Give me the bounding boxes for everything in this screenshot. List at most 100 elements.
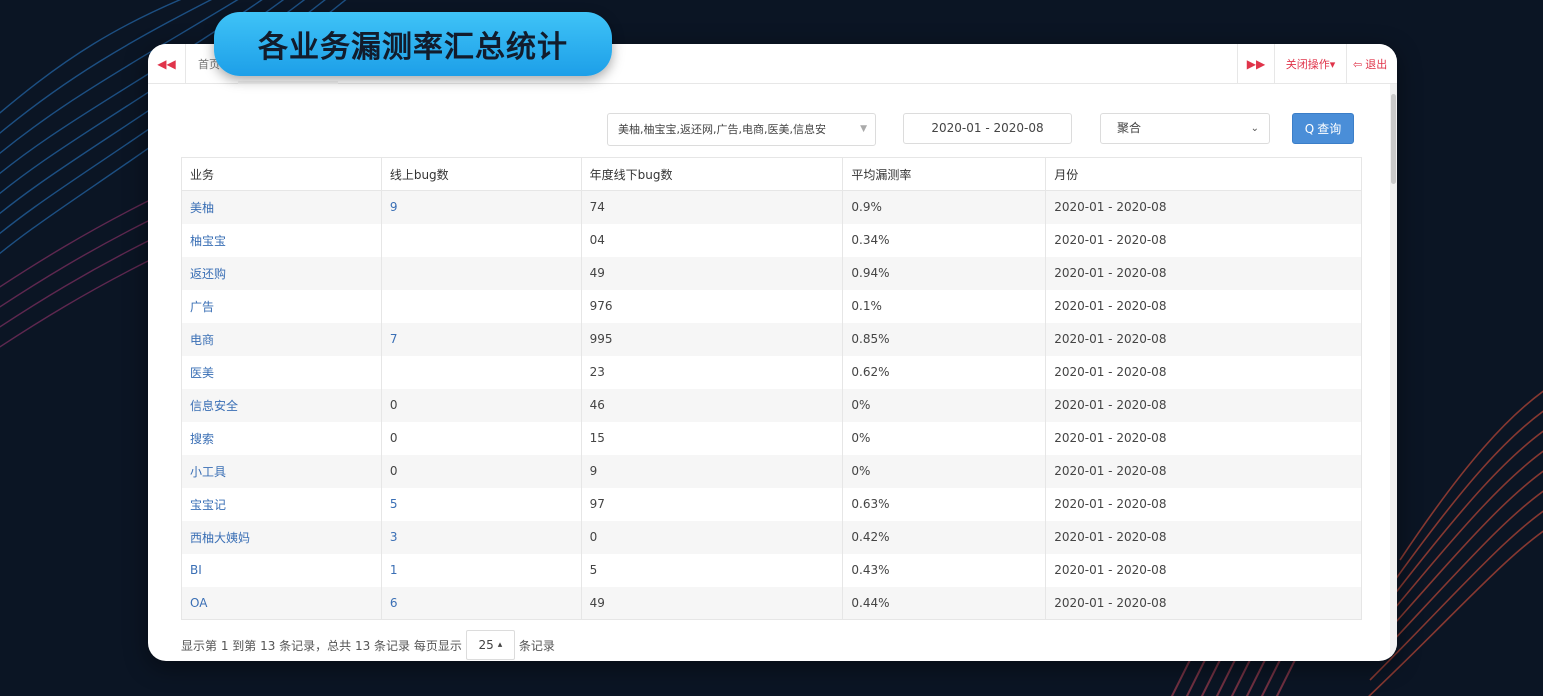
page-size-value: 25 [478, 638, 494, 652]
scroll-tabs-right-button[interactable]: ▶▶ [1237, 44, 1274, 84]
business-link[interactable]: 搜索 [181, 421, 382, 455]
avg-leakage-rate: 0.1% [842, 289, 1047, 323]
avg-leakage-rate: 0.42% [842, 520, 1047, 554]
offline-bug-count: 49 [581, 586, 844, 620]
business-link[interactable]: 西柚大姨妈 [181, 520, 382, 554]
online-bug-count[interactable]: 1 [381, 553, 582, 587]
month-range: 2020-01 - 2020-08 [1045, 223, 1362, 257]
month-range: 2020-01 - 2020-08 [1045, 520, 1362, 554]
search-icon: Q [1304, 121, 1315, 136]
month-range: 2020-01 - 2020-08 [1045, 553, 1362, 587]
table-row: 电商 7 995 0.85% 2020-01 - 2020-08 [181, 322, 1362, 356]
online-bug-count[interactable] [381, 256, 582, 290]
online-bug-count[interactable]: 5 [381, 487, 582, 521]
offline-bug-count: 976 [581, 289, 844, 323]
query-button-label: 查询 [1317, 122, 1342, 136]
date-range-value: 2020-01 - 2020-08 [931, 121, 1044, 135]
column-header-business[interactable]: 业务 [181, 157, 382, 191]
business-link[interactable]: 美柚 [181, 190, 382, 224]
online-bug-count[interactable]: 7 [381, 322, 582, 356]
business-link[interactable]: 宝宝记 [181, 487, 382, 521]
offline-bug-count: 04 [581, 223, 844, 257]
month-range: 2020-01 - 2020-08 [1045, 289, 1362, 323]
offline-bug-count: 5 [581, 553, 844, 587]
offline-bug-count: 9 [581, 454, 844, 488]
online-bug-count[interactable] [381, 289, 582, 323]
online-bug-count[interactable]: 3 [381, 520, 582, 554]
online-bug-count[interactable]: 0 [381, 388, 582, 422]
table-body: 美柚 9 74 0.9% 2020-01 - 2020-08 柚宝宝 04 0.34% 2020… [181, 190, 1362, 620]
business-link[interactable]: BI [181, 553, 382, 587]
avg-leakage-rate: 0% [842, 454, 1047, 488]
avg-leakage-rate: 0.62% [842, 355, 1047, 389]
scroll-tabs-left-button[interactable]: ◀◀ [148, 44, 186, 84]
business-link[interactable]: 电商 [181, 322, 382, 356]
month-range: 2020-01 - 2020-08 [1045, 421, 1362, 455]
online-bug-count[interactable]: 6 [381, 586, 582, 620]
month-range: 2020-01 - 2020-08 [1045, 256, 1362, 290]
offline-bug-count: 0 [581, 520, 844, 554]
avg-leakage-rate: 0% [842, 388, 1047, 422]
vertical-scrollbar[interactable] [1390, 84, 1397, 661]
offline-bug-count: 15 [581, 421, 844, 455]
query-button[interactable]: Q 查询 [1292, 113, 1354, 144]
leakage-rate-table: 业务 线上bug数 年度线下bug数 平均漏测率 月份 美柚 9 74 0.9% 202… [181, 157, 1362, 620]
pagination-suffix: 条记录 [518, 638, 555, 653]
table-row: 返还购 49 0.94% 2020-01 - 2020-08 [181, 256, 1362, 290]
online-bug-count[interactable] [381, 355, 582, 389]
caret-up-icon: ▴ [497, 640, 503, 650]
aggregation-select[interactable]: 聚合 ⌄ [1100, 113, 1270, 144]
month-range: 2020-01 - 2020-08 [1045, 487, 1362, 521]
tab-home[interactable]: 首页 [186, 44, 238, 84]
column-header-offline-bugs[interactable]: 年度线下bug数 [581, 157, 844, 191]
business-multiselect[interactable]: 美柚,柚宝宝,返还网,广告,电商,医美,信息安 ▼ [607, 113, 876, 146]
online-bug-count[interactable]: 9 [381, 190, 582, 224]
date-range-input[interactable]: 2020-01 - 2020-08 [903, 113, 1072, 144]
avg-leakage-rate: 0.85% [842, 322, 1047, 356]
scrollbar-thumb[interactable] [1391, 94, 1396, 184]
business-link[interactable]: 返还购 [181, 256, 382, 290]
logout-label: 退出 [1365, 58, 1388, 71]
offline-bug-count: 46 [581, 388, 844, 422]
business-link[interactable]: 广告 [181, 289, 382, 323]
avg-leakage-rate: 0.44% [842, 586, 1047, 620]
active-tab-indicator [238, 81, 338, 84]
offline-bug-count: 49 [581, 256, 844, 290]
online-bug-count[interactable]: 0 [381, 421, 582, 455]
pagination-summary: 显示第 1 到第 13 条记录，总共 13 条记录 每页显示 [181, 638, 462, 653]
close-operations-dropdown[interactable]: 关闭操作 ▾ [1274, 44, 1346, 84]
month-range: 2020-01 - 2020-08 [1045, 586, 1362, 620]
business-link[interactable]: 柚宝宝 [181, 223, 382, 257]
business-link[interactable]: 医美 [181, 355, 382, 389]
table-row: 广告 976 0.1% 2020-01 - 2020-08 [181, 289, 1362, 323]
aggregation-value: 聚合 [1117, 121, 1142, 135]
business-link[interactable]: OA [181, 586, 382, 620]
double-chevron-right-icon: ▶▶ [1246, 57, 1266, 71]
caret-down-icon: ▼ [860, 124, 867, 134]
avg-leakage-rate: 0.34% [842, 223, 1047, 257]
column-header-online-bugs[interactable]: 线上bug数 [381, 157, 582, 191]
column-header-month[interactable]: 月份 [1045, 157, 1362, 191]
month-range: 2020-01 - 2020-08 [1045, 355, 1362, 389]
online-bug-count[interactable] [381, 223, 582, 257]
logout-button[interactable]: ⇦ 退出 [1346, 44, 1397, 84]
business-link[interactable]: 信息安全 [181, 388, 382, 422]
offline-bug-count: 23 [581, 355, 844, 389]
business-link[interactable]: 小工具 [181, 454, 382, 488]
month-range: 2020-01 - 2020-08 [1045, 388, 1362, 422]
table-row: OA 6 49 0.44% 2020-01 - 2020-08 [181, 586, 1362, 620]
table-row: 柚宝宝 04 0.34% 2020-01 - 2020-08 [181, 223, 1362, 257]
table-row: 西柚大姨妈 3 0 0.42% 2020-01 - 2020-08 [181, 520, 1362, 554]
month-range: 2020-01 - 2020-08 [1045, 322, 1362, 356]
online-bug-count[interactable]: 0 [381, 454, 582, 488]
table-row: 宝宝记 5 97 0.63% 2020-01 - 2020-08 [181, 487, 1362, 521]
offline-bug-count: 995 [581, 322, 844, 356]
avg-leakage-rate: 0.9% [842, 190, 1047, 224]
app-window: ◀◀ 首页 ▶▶ 关闭操作 ▾ ⇦ 退出 美柚,柚宝宝,返还网,广告,电商,医美… [148, 44, 1397, 661]
table-row: 搜索 0 15 0% 2020-01 - 2020-08 [181, 421, 1362, 455]
page-size-dropdown[interactable]: 25 ▴ [465, 630, 515, 660]
logout-icon: ⇦ [1353, 57, 1363, 71]
column-header-avg-rate[interactable]: 平均漏测率 [842, 157, 1047, 191]
caret-down-icon: ▾ [1329, 57, 1336, 71]
business-multiselect-value: 美柚,柚宝宝,返还网,广告,电商,医美,信息安 [618, 123, 826, 136]
